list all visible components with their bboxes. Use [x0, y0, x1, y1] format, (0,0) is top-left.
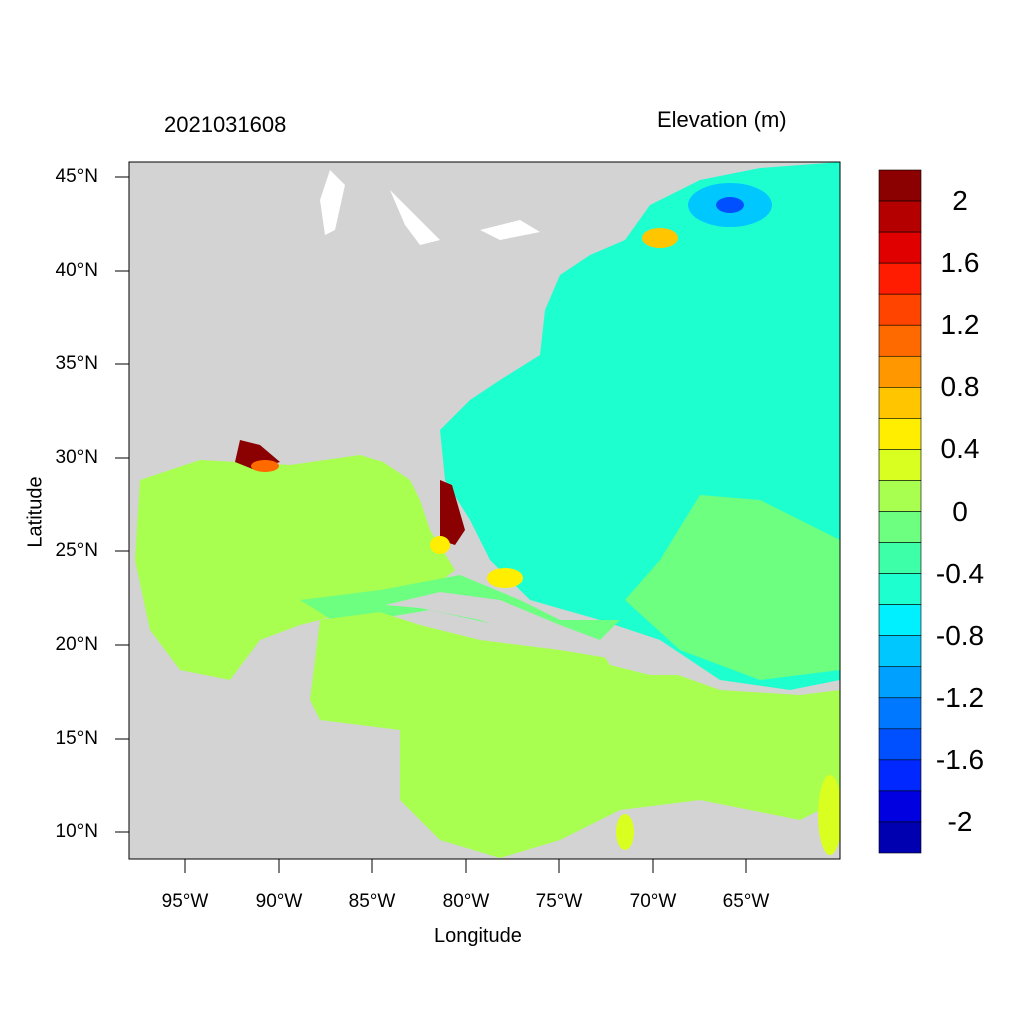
colorbar-swatch: [878, 759, 922, 792]
y-tick-label: 25°N: [55, 540, 98, 561]
map-plot-area: [129, 162, 840, 859]
y-tick-label: 45°N: [55, 166, 98, 187]
colorbar-label: 0: [952, 495, 968, 527]
gulf-of-mexico: [135, 455, 455, 680]
y-axis-ticks: [115, 176, 129, 833]
colorbar-swatch: [878, 387, 922, 419]
x-tick-label: 95°W: [161, 891, 209, 912]
colorbar-swatch: [878, 511, 922, 543]
colorbar-label: 1.6: [940, 247, 980, 279]
colorbar-swatch: [878, 821, 922, 854]
colorbar-swatch: [878, 418, 922, 450]
colorbar-label: 1.2: [940, 309, 980, 341]
colorbar-swatch: [878, 200, 922, 233]
maine-gulf-low-core: [716, 197, 744, 213]
great-lakes: [320, 170, 540, 245]
colorbar-label: 2: [952, 185, 968, 217]
y-tick-label: 35°N: [55, 353, 98, 374]
colorbar-swatch: [878, 604, 922, 636]
colorbar-label: -2: [947, 805, 973, 837]
colorbar-swatch: [878, 449, 922, 481]
colorbar-swatch: [878, 480, 922, 512]
south-florida-high: [430, 536, 450, 554]
plot-frame: [128, 161, 841, 860]
colorbar: [878, 169, 922, 854]
colorbar-swatch: [878, 573, 922, 605]
date-label: 2021031608: [164, 112, 287, 137]
hispaniola: [600, 648, 700, 675]
louisiana-high: [251, 460, 279, 472]
x-tick-label: 85°W: [348, 891, 396, 912]
y-tick-label: 10°N: [55, 821, 98, 842]
colorbar-swatch: [878, 635, 922, 668]
colorbar-swatch: [878, 169, 922, 202]
colorbar-swatch: [878, 355, 922, 388]
venezuela-high: [616, 814, 634, 850]
y-tick-label: 30°N: [55, 447, 98, 468]
colorbar-swatch: [878, 324, 922, 357]
colorbar-swatch: [878, 542, 922, 574]
cape-cod-high: [642, 228, 678, 248]
y-tick-label: 20°N: [55, 634, 98, 655]
x-tick-label: 90°W: [255, 891, 303, 912]
colorbar-label: -1.6: [935, 743, 985, 775]
x-tick-label: 65°W: [722, 891, 770, 912]
x-tick-label: 70°W: [629, 891, 677, 912]
bahamas-high: [487, 568, 523, 588]
colorbar-title: Elevation (m): [657, 107, 787, 132]
florida-surge: [440, 480, 465, 545]
east-edge-high: [818, 775, 840, 855]
y-tick-label: 40°N: [55, 260, 98, 281]
x-tick-label: 75°W: [535, 891, 583, 912]
x-tick-label: 80°W: [442, 891, 490, 912]
ocean-southeast-region: [625, 495, 840, 680]
colorbar-swatch: [878, 666, 922, 699]
colorbar-swatch: [878, 728, 922, 761]
colorbar-label: 0.4: [940, 433, 980, 465]
y-tick-label: 15°N: [55, 728, 98, 749]
x-axis-ticks: [184, 859, 747, 873]
cuba: [385, 592, 600, 648]
colorbar-swatch: [878, 293, 922, 326]
colorbar-swatch: [878, 790, 922, 823]
colorbar-swatch: [878, 697, 922, 730]
colorbar-label: -0.4: [935, 557, 985, 589]
colorbar-swatch: [878, 231, 922, 264]
caribbean-sea: [310, 612, 840, 858]
x-axis-title: Longitude: [434, 925, 522, 947]
colorbar-label: 0.8: [940, 371, 980, 403]
colorbar-swatch: [878, 262, 922, 295]
colorbar-label: -1.2: [935, 681, 985, 713]
colorbar-label: -0.8: [935, 619, 985, 651]
